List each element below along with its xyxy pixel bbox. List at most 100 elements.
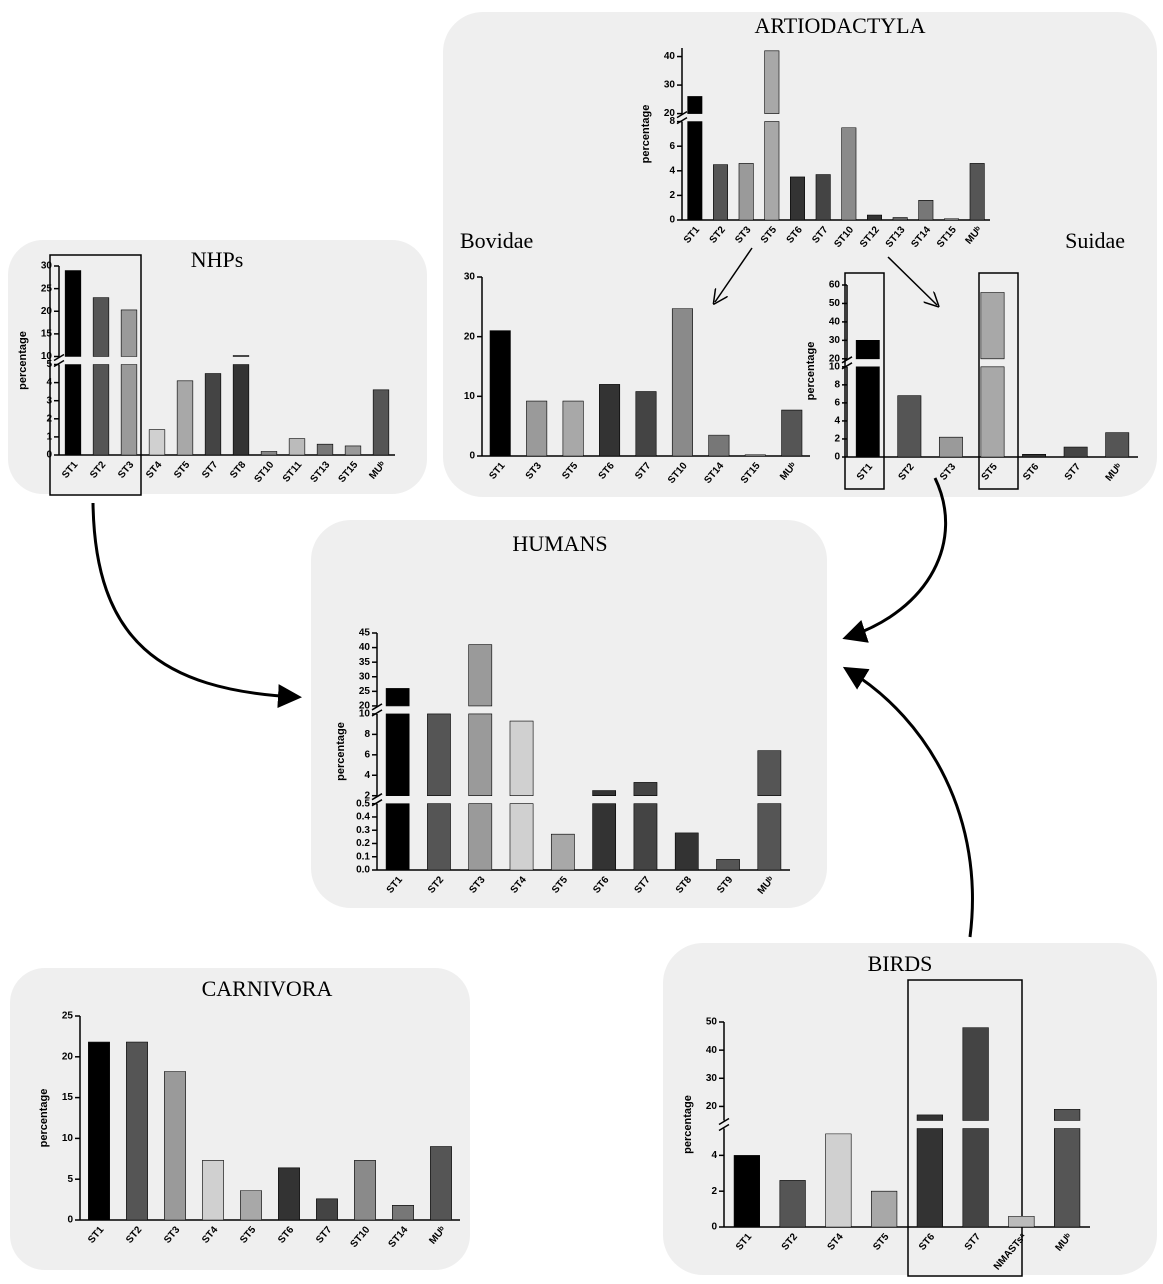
y-tick-label: 50	[829, 298, 841, 309]
y-tick-label: 30	[41, 261, 53, 272]
axis-break	[371, 703, 383, 717]
bar	[938, 436, 963, 458]
y-tick-label: 0	[669, 215, 675, 226]
axis-break	[718, 1117, 730, 1132]
y-tick-label: 4	[669, 165, 675, 176]
bar	[841, 127, 857, 221]
bar	[385, 688, 410, 871]
y-tick-label: 40	[706, 1045, 718, 1056]
y-tick-label: 6	[364, 749, 370, 760]
bar	[790, 176, 805, 221]
axis-break	[676, 110, 688, 125]
y-axis-label: percentage	[805, 342, 817, 401]
bar	[713, 164, 728, 221]
bar	[944, 218, 959, 221]
bar	[674, 832, 699, 871]
chart-title: NHPs	[191, 247, 244, 272]
y-tick-label: 0	[711, 1222, 717, 1233]
bar	[892, 217, 908, 221]
y-axis-label: percentage	[640, 105, 652, 164]
highlight-boxes	[49, 254, 1023, 1277]
chart-title: BIRDS	[868, 951, 933, 976]
bar	[354, 1160, 376, 1221]
y-tick-label: 20	[359, 701, 371, 712]
bar	[1054, 1108, 1081, 1228]
y-tick-label: 0.4	[356, 812, 370, 823]
bar	[744, 454, 766, 457]
y-tick-label: 2	[711, 1186, 717, 1197]
bar	[344, 445, 362, 456]
y-tick-label: 20	[464, 331, 476, 342]
bar	[260, 451, 278, 456]
y-tick-label: 10	[829, 361, 841, 372]
y-tick-label: 4	[364, 770, 370, 781]
chart-title: Bovidae	[460, 228, 533, 253]
bar	[916, 1114, 943, 1228]
y-tick-label: 15	[62, 1092, 74, 1103]
chart-title: Suidae	[1065, 228, 1125, 253]
bar	[550, 833, 575, 871]
y-axis-label: percentage	[682, 1095, 694, 1154]
bar	[635, 391, 657, 457]
y-tick-label: 8	[834, 379, 840, 390]
bar	[687, 96, 703, 221]
y-tick-label: 1	[46, 432, 52, 443]
y-tick-label: 2	[834, 434, 840, 445]
arrow	[887, 256, 937, 305]
bar	[708, 434, 730, 457]
bar	[897, 395, 922, 458]
y-tick-label: 2	[364, 790, 370, 801]
bar	[92, 297, 110, 456]
bar	[1105, 432, 1130, 458]
y-tick-label: 5	[67, 1174, 73, 1185]
y-tick-label: 10	[41, 351, 53, 362]
y-tick-label: 4	[711, 1150, 717, 1161]
y-tick-label: 40	[664, 51, 676, 62]
y-tick-label: 40	[829, 317, 841, 328]
y-tick-label: 2	[46, 413, 52, 424]
chart-title: ARTIODACTYLA	[755, 13, 926, 38]
y-tick-label: 0.0	[356, 865, 370, 876]
y-tick-label: 8	[364, 729, 370, 740]
bar	[316, 1198, 338, 1221]
bar	[599, 384, 621, 457]
bar	[288, 438, 306, 456]
y-tick-label: 20	[62, 1051, 74, 1062]
y-tick-label: 30	[706, 1073, 718, 1084]
bar	[509, 720, 534, 871]
y-tick-label: 20	[706, 1101, 718, 1112]
bar	[372, 389, 390, 456]
y-tick-label: 45	[359, 628, 371, 639]
y-tick-label: 0.3	[356, 825, 370, 836]
y-tick-label: 30	[829, 335, 841, 346]
bar	[716, 859, 740, 871]
y-tick-label: 0	[46, 450, 52, 461]
arrow	[842, 666, 974, 938]
y-tick-label: 0.2	[356, 838, 370, 849]
y-tick-label: 0	[469, 451, 475, 462]
bar	[120, 309, 138, 456]
bar	[526, 400, 548, 457]
bar	[204, 373, 222, 456]
y-tick-label: 3	[46, 395, 52, 406]
bar	[592, 790, 617, 871]
bar	[468, 644, 493, 871]
y-tick-label: 0.5	[356, 798, 370, 809]
y-tick-label: 5	[46, 359, 52, 370]
arrow	[91, 502, 302, 709]
y-tick-label: 25	[359, 686, 371, 697]
bar	[757, 750, 782, 871]
bar	[148, 429, 166, 456]
arrow	[842, 477, 948, 643]
y-tick-label: 10	[464, 391, 476, 402]
bar	[733, 1155, 760, 1228]
bar	[918, 200, 934, 221]
y-tick-label: 30	[359, 671, 371, 682]
y-tick-label: 6	[834, 398, 840, 409]
y-tick-label: 4	[46, 377, 52, 388]
bar	[867, 214, 882, 221]
y-tick-label: 25	[62, 1011, 74, 1022]
bar	[430, 1146, 452, 1221]
y-tick-label: 0	[834, 452, 840, 463]
